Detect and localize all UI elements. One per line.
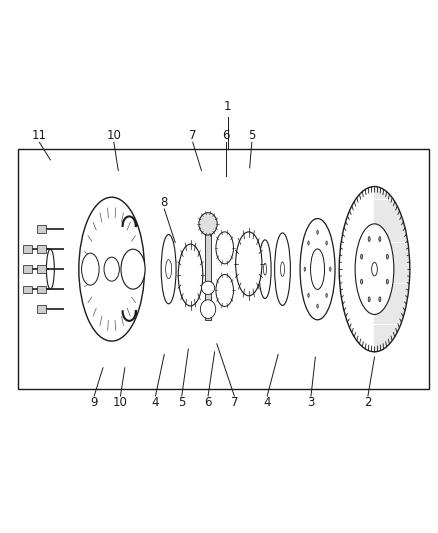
Ellipse shape <box>263 263 266 275</box>
Ellipse shape <box>200 300 215 318</box>
Text: 1: 1 <box>224 100 232 113</box>
Ellipse shape <box>329 267 331 271</box>
Ellipse shape <box>326 293 327 297</box>
Text: 10: 10 <box>113 396 128 409</box>
Text: 5: 5 <box>178 396 185 409</box>
Text: 10: 10 <box>106 130 121 142</box>
Text: 6: 6 <box>204 396 212 409</box>
Text: 3: 3 <box>307 396 314 409</box>
Ellipse shape <box>368 297 370 302</box>
Ellipse shape <box>317 230 318 235</box>
Ellipse shape <box>339 187 410 352</box>
Ellipse shape <box>326 241 327 245</box>
Bar <box>37 305 46 313</box>
Ellipse shape <box>216 274 233 306</box>
Ellipse shape <box>259 240 271 298</box>
Bar <box>37 225 46 233</box>
Text: 4: 4 <box>263 396 271 409</box>
Ellipse shape <box>275 233 290 305</box>
Text: 8: 8 <box>161 196 168 209</box>
Ellipse shape <box>386 279 389 284</box>
Text: 5: 5 <box>248 130 255 142</box>
Ellipse shape <box>300 219 335 320</box>
Text: 2: 2 <box>364 396 372 409</box>
Ellipse shape <box>304 267 306 271</box>
Bar <box>23 286 32 293</box>
Ellipse shape <box>199 213 217 235</box>
Bar <box>37 245 46 253</box>
Text: 7: 7 <box>189 130 197 142</box>
Text: 6: 6 <box>222 130 230 142</box>
Ellipse shape <box>104 257 119 281</box>
Ellipse shape <box>317 304 318 308</box>
Ellipse shape <box>46 249 54 289</box>
Text: 11: 11 <box>32 130 47 142</box>
Ellipse shape <box>166 260 172 279</box>
Bar <box>205 219 211 320</box>
Ellipse shape <box>121 249 145 289</box>
Bar <box>18 149 429 389</box>
Ellipse shape <box>355 224 394 314</box>
Ellipse shape <box>280 262 285 277</box>
Ellipse shape <box>379 297 381 302</box>
Ellipse shape <box>308 293 309 297</box>
Ellipse shape <box>201 281 215 294</box>
Ellipse shape <box>368 237 370 241</box>
Ellipse shape <box>81 253 99 285</box>
Ellipse shape <box>360 254 363 259</box>
Bar <box>23 265 32 273</box>
Ellipse shape <box>216 232 233 264</box>
Ellipse shape <box>79 197 145 341</box>
Ellipse shape <box>178 244 203 306</box>
Text: 9: 9 <box>90 396 98 409</box>
Ellipse shape <box>308 241 309 245</box>
Text: 4: 4 <box>152 396 159 409</box>
Ellipse shape <box>311 249 325 289</box>
Ellipse shape <box>161 235 176 304</box>
Ellipse shape <box>236 232 262 296</box>
Ellipse shape <box>386 254 389 259</box>
Ellipse shape <box>371 263 377 276</box>
Bar <box>37 286 46 293</box>
Text: 7: 7 <box>230 396 238 409</box>
Bar <box>37 265 46 273</box>
Ellipse shape <box>360 279 363 284</box>
Bar <box>23 245 32 253</box>
Ellipse shape <box>379 237 381 241</box>
